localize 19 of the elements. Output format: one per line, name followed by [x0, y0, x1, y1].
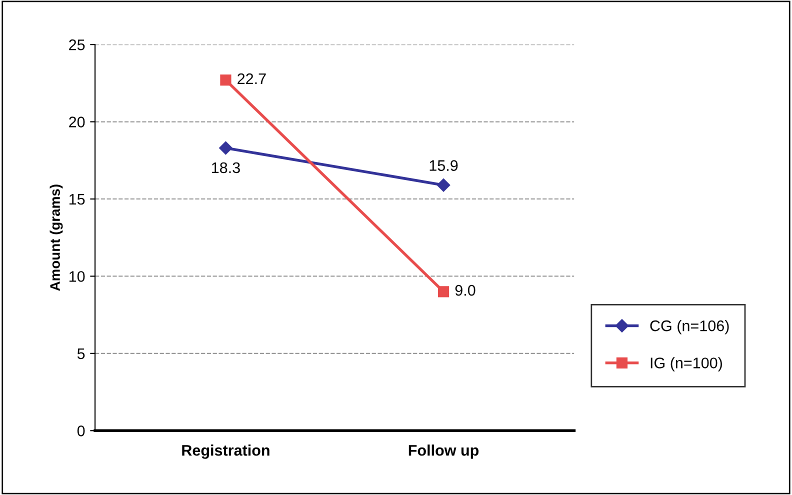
x-tick-label: Registration: [182, 444, 270, 459]
y-tick-label: 0: [77, 426, 85, 436]
y-tick-label: 20: [69, 116, 85, 128]
data-label: 22.7: [238, 73, 266, 84]
data-label: 15.9: [430, 160, 458, 171]
point: [219, 141, 232, 155]
y-tick-label: 15: [69, 194, 85, 205]
x-tick-label: Follow up: [408, 444, 479, 459]
point: [220, 74, 232, 86]
y-tick-label: 10: [69, 271, 85, 282]
legend-label: IG (n=100): [650, 357, 722, 372]
point: [436, 178, 450, 192]
point: [438, 286, 450, 298]
y-tick-label: 25: [69, 39, 85, 50]
legend-label: CG (n=106): [650, 320, 729, 334]
data-label: 18.3: [212, 162, 240, 174]
y-axis-title: Amount (grams): [50, 184, 63, 291]
y-tick-label: 5: [77, 348, 85, 360]
data-label: 9.0: [455, 284, 476, 296]
